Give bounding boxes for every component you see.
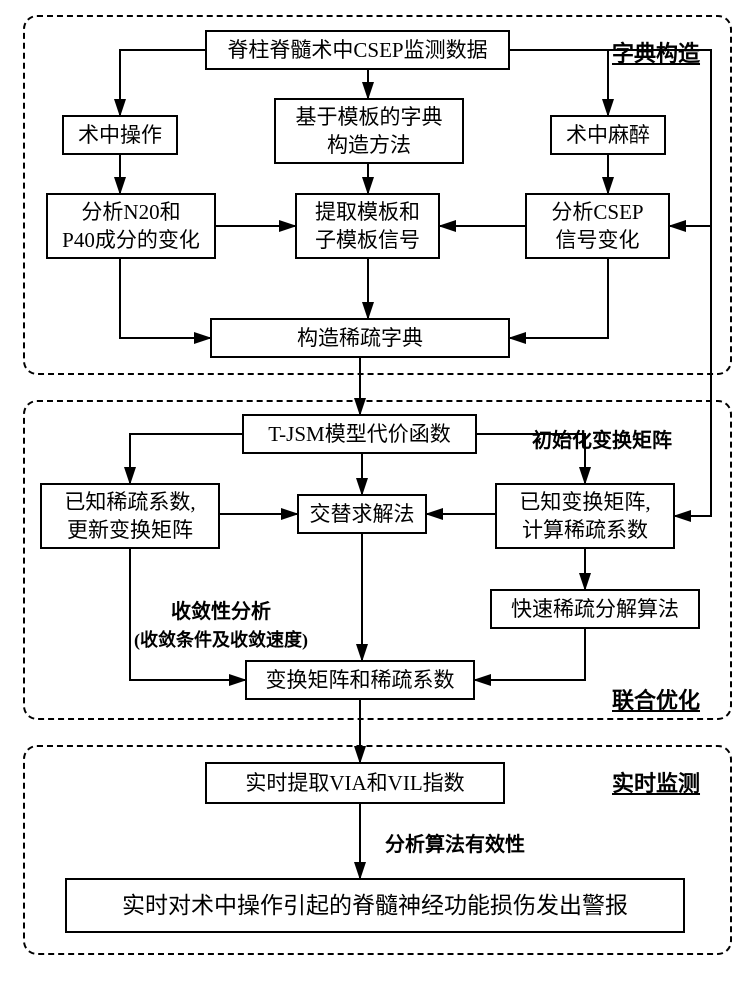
label-convergence-l2: (收敛条件及收敛速度) xyxy=(134,626,308,652)
box-alternating: 交替求解法 xyxy=(297,494,427,534)
box-known-matrix: 已知变换矩阵,计算稀疏系数 xyxy=(495,483,675,549)
box-construct-dict: 构造稀疏字典 xyxy=(210,318,510,358)
box-analyze-csep: 分析CSEP信号变化 xyxy=(525,193,670,259)
label-convergence: 收敛性分析 (收敛条件及收敛速度) xyxy=(134,595,308,652)
label-analyze-algo: 分析算法有效性 xyxy=(385,828,525,857)
box-fast-sparse: 快速稀疏分解算法 xyxy=(490,589,700,629)
box-result-matrix: 变换矩阵和稀疏系数 xyxy=(245,660,475,700)
box-tjsm: T-JSM模型代价函数 xyxy=(242,414,477,454)
box-anesthesia: 术中麻醉 xyxy=(550,115,666,155)
box-via-vil: 实时提取VIA和VIL指数 xyxy=(205,762,505,804)
label-init-matrix: 初始化变换矩阵 xyxy=(532,424,672,453)
box-title: 脊柱脊髓术中CSEP监测数据 xyxy=(205,30,510,70)
section3-label: 实时监测 xyxy=(612,766,700,798)
section2-label: 联合优化 xyxy=(612,683,700,715)
box-dict-method: 基于模板的字典构造方法 xyxy=(274,98,464,164)
box-op: 术中操作 xyxy=(62,115,178,155)
box-analyze-n20: 分析N20和P40成分的变化 xyxy=(46,193,216,259)
box-known-sparse: 已知稀疏系数,更新变换矩阵 xyxy=(40,483,220,549)
box-alarm: 实时对术中操作引起的脊髓神经功能损伤发出警报 xyxy=(65,878,685,933)
box-extract-template: 提取模板和子模板信号 xyxy=(295,193,440,259)
label-convergence-l1: 收敛性分析 xyxy=(134,595,308,624)
section1-label: 字典构造 xyxy=(612,36,700,68)
